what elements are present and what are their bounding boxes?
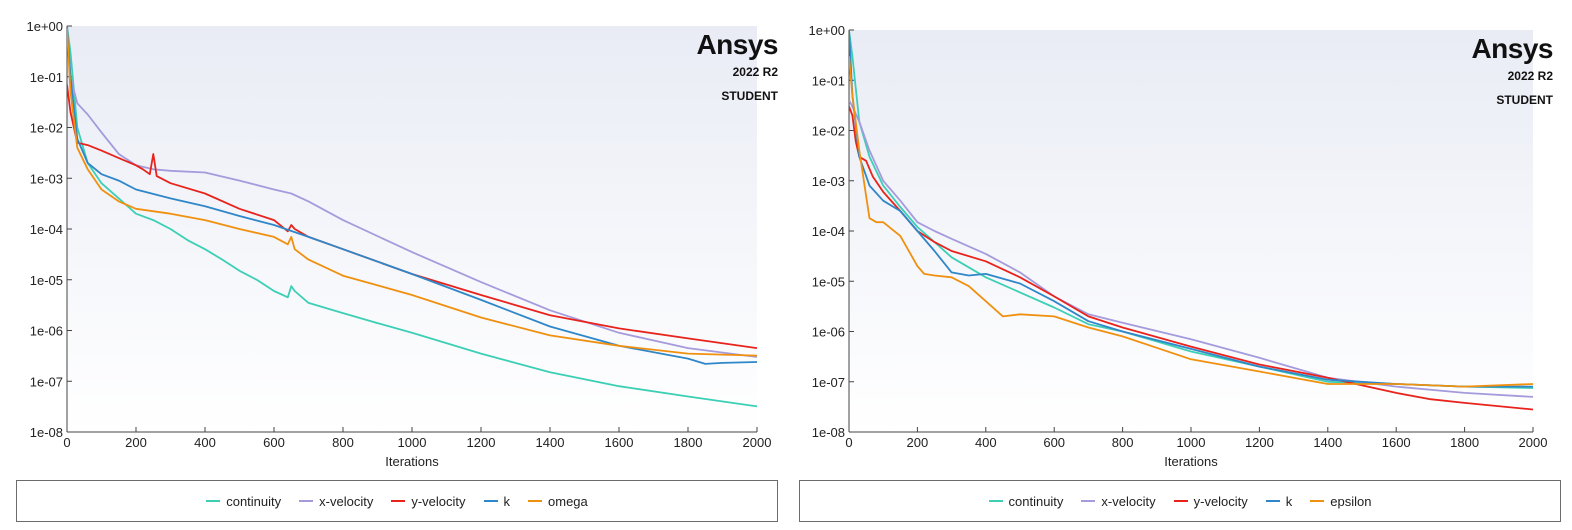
legend-item-k: k — [483, 493, 511, 509]
y-tick-label: 1e+00 — [26, 19, 63, 34]
legend-swatch — [1310, 500, 1325, 502]
y-tick-label: 1e-04 — [812, 224, 845, 239]
x-tick-label: 400 — [194, 435, 216, 450]
y-tick-label: 1e+00 — [808, 23, 845, 38]
legend-right: continuity x-velocity y-velocity k epsilon — [799, 480, 1561, 522]
legend-swatch — [1081, 500, 1096, 502]
residuals-chart-left: 1e+00 1e-01 1e-02 1e-03 1e-04 1e-05 1e-06 1e-07… — [16, 19, 779, 522]
legend-item-x-velocity: x-velocity — [1081, 493, 1156, 509]
x-tick-label: 1400 — [536, 435, 565, 450]
legend-label: epsilon — [1330, 493, 1372, 509]
legend-item-epsilon: epsilon — [1310, 493, 1372, 509]
plot-area — [849, 30, 1533, 432]
logo-edition: STUDENT — [721, 89, 778, 103]
series-line-x-velocity — [849, 99, 1533, 398]
series-line-k — [67, 26, 757, 365]
legend-label: x-velocity — [319, 493, 374, 509]
x-axis-title: Iterations — [1164, 454, 1218, 469]
legend-label: y-velocity — [1193, 493, 1248, 509]
legend-label: omega — [548, 493, 588, 509]
ansys-logo: Ansys — [696, 29, 778, 60]
y-tick-label: 1e-03 — [30, 171, 63, 186]
y-tick-label: 1e-04 — [30, 222, 63, 237]
legend-label: continuity — [1008, 493, 1064, 509]
x-tick-label: 800 — [1112, 435, 1134, 450]
legend-swatch — [988, 500, 1003, 502]
x-tick-label: 1400 — [1313, 435, 1342, 450]
legend-swatch — [206, 500, 221, 502]
logo-version: 2022 R2 — [1508, 69, 1554, 83]
series-line-continuity — [849, 30, 1533, 389]
legend-item-y-velocity: y-velocity — [1173, 493, 1248, 509]
y-tick-label: 1e-08 — [812, 425, 845, 440]
legend-swatch — [391, 500, 406, 502]
y-tick-label: 1e-05 — [30, 273, 63, 288]
plot-area — [67, 26, 757, 432]
x-tick-label: 1000 — [1177, 435, 1206, 450]
legend-label: x-velocity — [1101, 493, 1156, 509]
y-tick-label: 1e-08 — [30, 425, 63, 440]
ansys-logo: Ansys — [1471, 33, 1553, 64]
series-line-omega — [67, 28, 757, 357]
legend-label: y-velocity — [411, 493, 466, 509]
series-line-y-velocity — [849, 106, 1533, 411]
legend-label: continuity — [226, 493, 282, 509]
legend-item-y-velocity: y-velocity — [391, 493, 466, 509]
x-tick-label: 400 — [975, 435, 997, 450]
y-tick-label: 1e-05 — [812, 274, 845, 289]
logo-version: 2022 R2 — [733, 65, 779, 79]
x-axis-title: Iterations — [385, 454, 439, 469]
legend-item-x-velocity: x-velocity — [299, 494, 373, 509]
x-tick-label: 600 — [1043, 435, 1065, 450]
x-tick-label: 1000 — [398, 435, 427, 450]
legend-swatch — [1265, 500, 1280, 502]
legend-swatch — [483, 500, 498, 502]
legend-label: k — [1285, 493, 1293, 509]
series-line-continuity — [67, 26, 757, 408]
legend-item-continuity: continuity — [988, 493, 1064, 509]
legend-left: continuity x-velocity y-velocity k omega — [16, 480, 778, 522]
y-tick-label: 1e-02 — [812, 124, 845, 139]
y-tick-label: 1e-02 — [30, 121, 63, 136]
legend-label: k — [503, 493, 511, 509]
series-line-epsilon — [849, 56, 1533, 388]
y-tick-label: 1e-06 — [30, 324, 63, 339]
y-tick-label: 1e-06 — [812, 325, 845, 340]
y-tick-label: 1e-07 — [812, 375, 845, 390]
x-tick-label: 200 — [907, 435, 929, 450]
x-tick-label: 800 — [332, 435, 354, 450]
series-line-x-velocity — [67, 26, 757, 358]
legend-item-omega: omega — [528, 494, 588, 509]
x-tick-label: 1600 — [1382, 435, 1411, 450]
chart-svg-right: 1e+00 1e-01 1e-02 1e-03 1e-04 1e-05 1e-06 1e-07… — [808, 23, 1554, 469]
x-tick-label: 1800 — [1450, 435, 1479, 450]
legend-item-k: k — [1265, 493, 1293, 509]
series-line-y-velocity — [67, 84, 757, 349]
legend-swatch — [299, 500, 314, 502]
x-tick-label: 2000 — [1519, 435, 1548, 450]
y-tick-label: 1e-01 — [30, 70, 63, 85]
series-line-k — [849, 30, 1533, 388]
x-tick-label: 1200 — [467, 435, 496, 450]
y-tick-label: 1e-03 — [812, 174, 845, 189]
x-tick-label: 1800 — [674, 435, 703, 450]
legend-swatch — [1173, 500, 1188, 502]
x-tick-label: 600 — [263, 435, 285, 450]
legend-item-continuity: continuity — [206, 494, 281, 509]
x-tick-label: 1200 — [1245, 435, 1274, 450]
residuals-chart-right: 1e+00 1e-01 1e-02 1e-03 1e-04 1e-05 1e-06 1e-07… — [796, 0, 1572, 530]
y-tick-label: 1e-07 — [30, 374, 63, 389]
x-tick-label: 2000 — [743, 435, 772, 450]
x-tick-label: 200 — [125, 435, 147, 450]
chart-svg-left: 1e+00 1e-01 1e-02 1e-03 1e-04 1e-05 1e-06 1e-07… — [26, 19, 779, 469]
legend-swatch — [528, 500, 543, 502]
x-tick-label: 0 — [845, 435, 852, 450]
logo-edition: STUDENT — [1496, 93, 1553, 107]
x-tick-label: 1600 — [605, 435, 634, 450]
x-tick-label: 0 — [63, 435, 70, 450]
y-tick-label: 1e-01 — [812, 73, 845, 88]
